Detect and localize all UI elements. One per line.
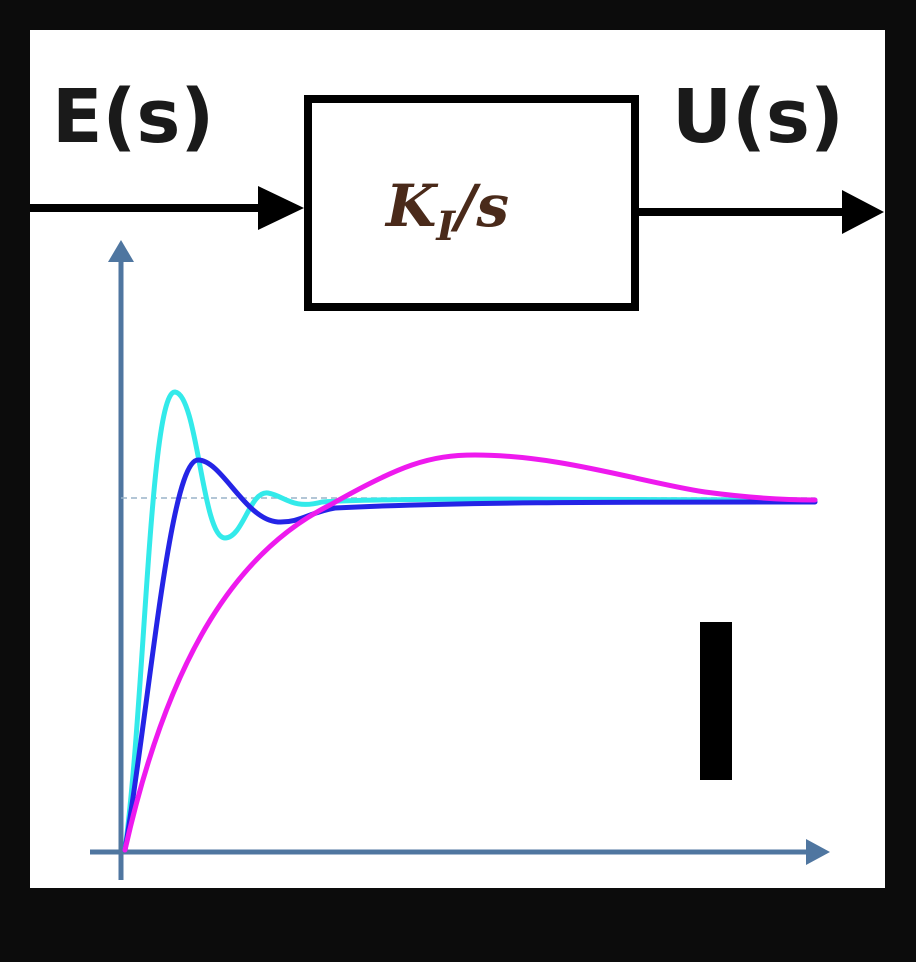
- x-axis-arrowhead: [806, 839, 830, 865]
- input-label: E(s): [52, 74, 214, 160]
- input-arrow-head: [258, 186, 304, 230]
- overlay-letter-i: [700, 622, 732, 780]
- response-curve-cyan: [122, 389, 818, 853]
- output-label: U(s): [672, 74, 844, 160]
- transfer-function-label: KI/s: [384, 172, 509, 250]
- response-curve-blue: [122, 457, 818, 853]
- output-arrow-head: [842, 190, 884, 234]
- y-axis-arrowhead: [108, 240, 134, 262]
- response-curve-magenta: [122, 452, 818, 853]
- transfer-function-block: [304, 95, 639, 311]
